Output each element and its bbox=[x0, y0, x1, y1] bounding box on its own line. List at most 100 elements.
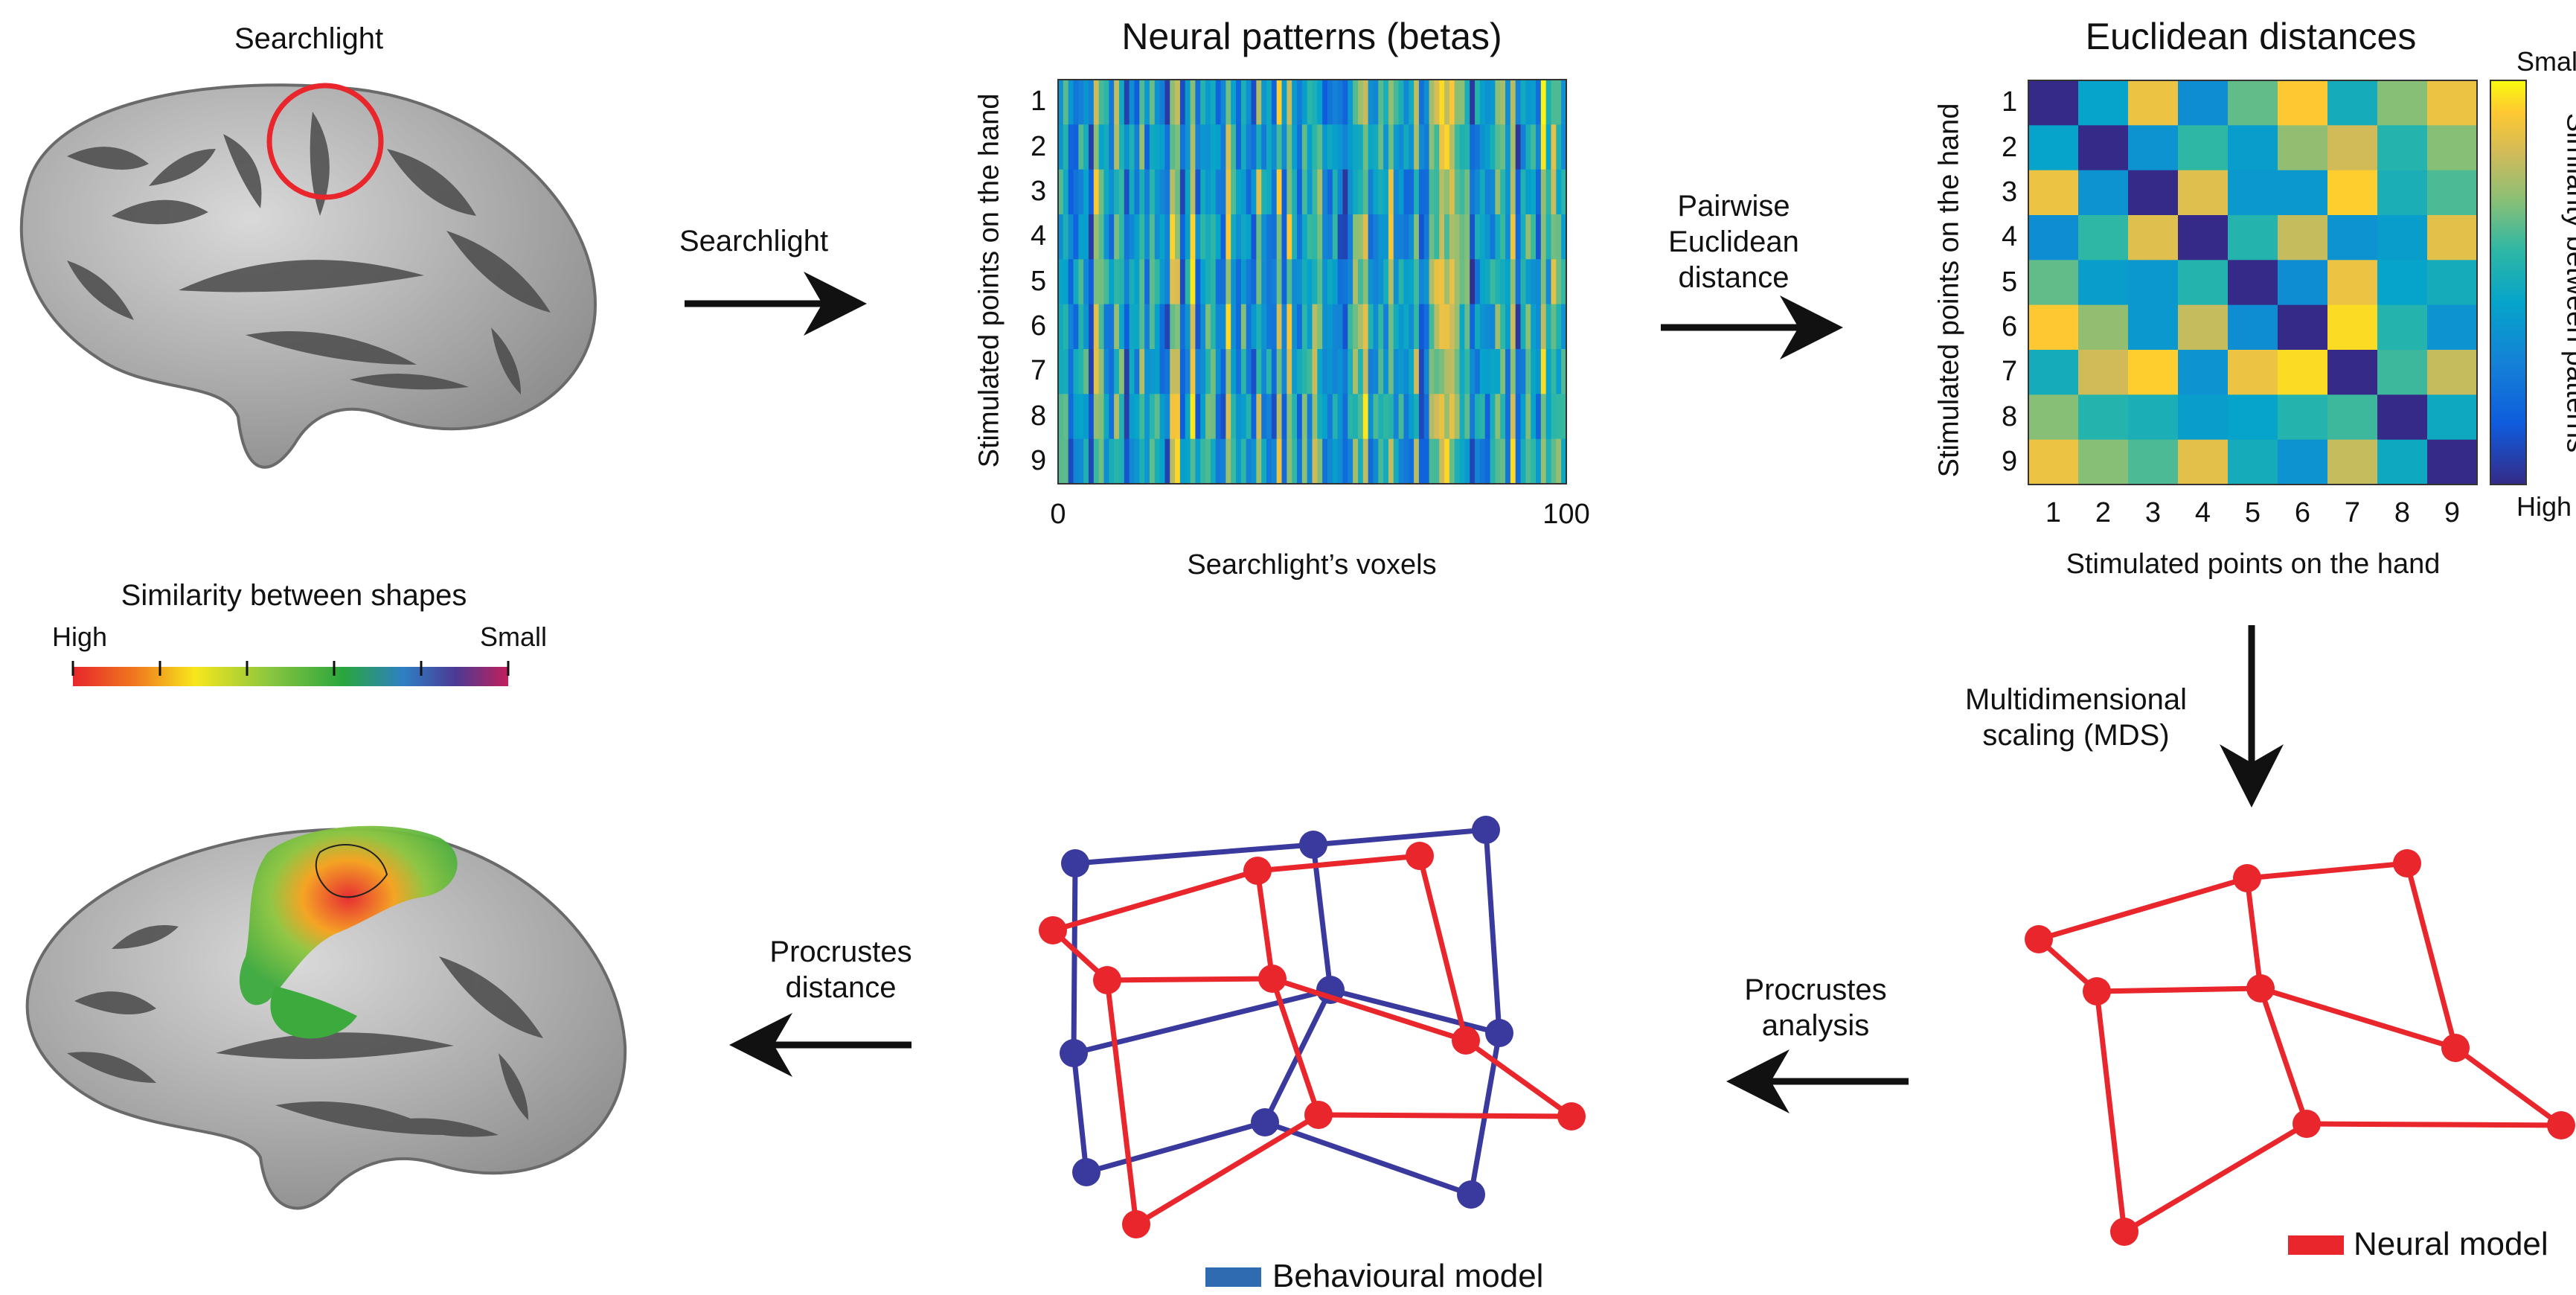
beta-cell bbox=[1261, 304, 1266, 350]
beta-cell bbox=[1058, 170, 1063, 215]
beta-cell bbox=[1083, 214, 1089, 260]
beta-cell bbox=[1292, 349, 1297, 394]
behavioural-model-node bbox=[1457, 1180, 1485, 1209]
beta-cell bbox=[1399, 349, 1404, 394]
neural-model-node bbox=[2393, 849, 2421, 877]
beta-cell bbox=[1439, 80, 1444, 125]
beta-cell bbox=[1083, 349, 1089, 394]
beta-cell bbox=[1333, 214, 1338, 260]
beta-cell bbox=[1164, 304, 1170, 350]
beta-cell bbox=[1252, 394, 1257, 439]
distance-cell bbox=[2228, 394, 2278, 440]
beta-cell bbox=[1551, 124, 1557, 170]
beta-cell bbox=[1322, 304, 1327, 350]
beta-cell bbox=[1378, 170, 1383, 215]
beta-cell bbox=[1272, 304, 1277, 350]
beta-cell bbox=[1536, 259, 1541, 304]
beta-cell bbox=[1231, 304, 1236, 350]
beta-cell bbox=[1185, 394, 1191, 439]
beta-cell bbox=[1083, 124, 1089, 170]
beta-cell bbox=[1399, 304, 1404, 350]
beta-cell bbox=[1368, 439, 1374, 485]
beta-cell bbox=[1485, 349, 1490, 394]
neural-model-overlay-node bbox=[1039, 916, 1067, 944]
beta-cell bbox=[1353, 170, 1358, 215]
beta-cell bbox=[1510, 80, 1516, 125]
beta-cell bbox=[1551, 304, 1557, 350]
neural-model-edge bbox=[2097, 991, 2124, 1232]
beta-cell bbox=[1058, 349, 1063, 394]
neural-patterns-ytick: 1 bbox=[1031, 86, 1046, 118]
distance-cell bbox=[2128, 80, 2179, 126]
beta-cell bbox=[1399, 80, 1404, 125]
beta-cell bbox=[1150, 394, 1155, 439]
brain-result-illustration bbox=[22, 808, 632, 1224]
beta-cell bbox=[1256, 394, 1261, 439]
beta-cell bbox=[1419, 214, 1424, 260]
beta-cell bbox=[1205, 439, 1211, 485]
beta-cell bbox=[1261, 170, 1266, 215]
beta-cell bbox=[1403, 170, 1409, 215]
beta-cell bbox=[1510, 349, 1516, 394]
distance-cell bbox=[2278, 394, 2328, 440]
distance-colorbar bbox=[2490, 80, 2526, 485]
beta-cell bbox=[1490, 304, 1496, 350]
beta-cell bbox=[1546, 304, 1551, 350]
euclidean-distances-xtick: 3 bbox=[2145, 497, 2161, 529]
beta-cell bbox=[1170, 439, 1175, 485]
distance-cell bbox=[2327, 350, 2378, 395]
beta-cell bbox=[1083, 80, 1089, 125]
beta-cell bbox=[1292, 170, 1297, 215]
beta-cell bbox=[1327, 214, 1333, 260]
neural-model-node bbox=[2441, 1034, 2470, 1062]
euclidean-distances-ylabel: Stimulated points on the hand bbox=[1934, 103, 1966, 478]
beta-cell bbox=[1124, 259, 1130, 304]
neural-model-node bbox=[2083, 977, 2111, 1005]
beta-cell bbox=[1160, 394, 1165, 439]
distance-cell bbox=[2028, 80, 2079, 126]
behavioural-model-edge bbox=[1486, 830, 1499, 1033]
beta-cell bbox=[1216, 170, 1221, 215]
beta-cell bbox=[1449, 170, 1455, 215]
beta-cell bbox=[1164, 394, 1170, 439]
beta-cell bbox=[1470, 304, 1475, 350]
beta-cell bbox=[1342, 80, 1348, 125]
beta-cell bbox=[1531, 349, 1536, 394]
beta-cell bbox=[1307, 259, 1313, 304]
beta-cell bbox=[1180, 439, 1185, 485]
beta-cell bbox=[1241, 349, 1246, 394]
beta-cell bbox=[1094, 304, 1099, 350]
beta-cell bbox=[1144, 259, 1150, 304]
beta-cell bbox=[1191, 304, 1196, 350]
beta-cell bbox=[1521, 349, 1526, 394]
arrow-left-procrustes-analysis bbox=[1723, 1046, 1909, 1120]
neural-patterns-ytick: 4 bbox=[1031, 220, 1046, 252]
beta-cell bbox=[1256, 124, 1261, 170]
distance-cell bbox=[2178, 125, 2229, 170]
beta-cell bbox=[1282, 124, 1287, 170]
beta-cell bbox=[1505, 214, 1510, 260]
beta-cell bbox=[1480, 304, 1485, 350]
beta-cell bbox=[1150, 259, 1155, 304]
beta-cell bbox=[1373, 349, 1378, 394]
beta-cell bbox=[1185, 124, 1191, 170]
beta-cell bbox=[1490, 349, 1496, 394]
beta-cell bbox=[1252, 259, 1257, 304]
beta-cell bbox=[1109, 214, 1114, 260]
beta-cell bbox=[1516, 304, 1521, 350]
beta-cell bbox=[1449, 124, 1455, 170]
beta-cell bbox=[1516, 349, 1521, 394]
beta-cell bbox=[1510, 124, 1516, 170]
beta-cell bbox=[1139, 170, 1144, 215]
beta-cell bbox=[1302, 439, 1307, 485]
beta-cell bbox=[1475, 304, 1480, 350]
beta-cell bbox=[1541, 349, 1546, 394]
euclidean-distances-ytick: 1 bbox=[2002, 86, 2017, 118]
beta-cell bbox=[1414, 170, 1419, 215]
beta-cell bbox=[1521, 259, 1526, 304]
beta-cell bbox=[1480, 394, 1485, 439]
distance-cell bbox=[2078, 394, 2129, 440]
beta-cell bbox=[1424, 80, 1429, 125]
beta-cell bbox=[1490, 170, 1496, 215]
beta-cell bbox=[1130, 124, 1135, 170]
